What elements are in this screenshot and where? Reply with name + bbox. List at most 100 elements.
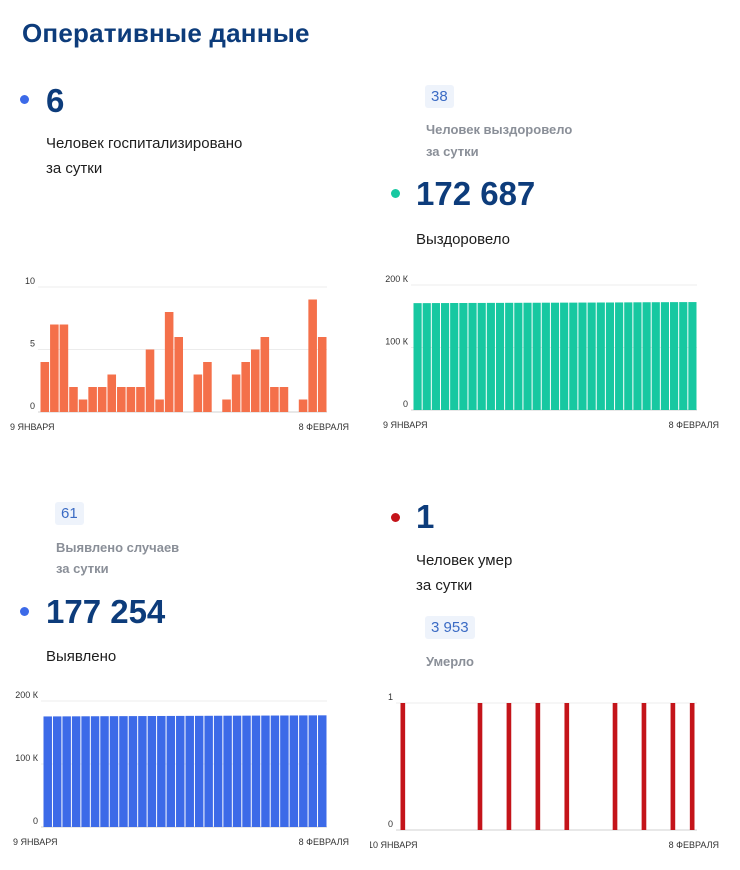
y-tick-label: 5 [30, 339, 35, 349]
x-tick-label: 8 ФЕВРАЛЯ [299, 837, 349, 847]
bar [541, 302, 550, 410]
y-tick-label: 200 К [15, 690, 39, 700]
bar [155, 399, 164, 412]
bar [164, 312, 174, 412]
recovered-daily-label-2: за сутки [426, 144, 479, 159]
hospitalized-label-2: за сутки [46, 160, 103, 177]
bar [126, 387, 136, 412]
bar [450, 303, 459, 410]
hospitalized-value: 6 [46, 82, 65, 119]
bar [147, 716, 157, 827]
bar [660, 302, 670, 410]
bar [569, 302, 578, 410]
bar [43, 716, 52, 827]
bar [308, 299, 317, 412]
bar [279, 387, 289, 412]
x-tick-label: 9 ЯНВАРЯ [10, 422, 55, 432]
bar [642, 302, 651, 410]
bar [308, 715, 318, 827]
bar [71, 716, 81, 827]
bar [260, 337, 270, 412]
cases-dot [20, 607, 29, 616]
cases-daily-label-2: за сутки [56, 561, 109, 576]
hospitalized-chart: 0 5 10 9 ЯНВАРЯ 8 ФЕВРАЛЯ [10, 276, 349, 432]
y-tick-label: 10 [25, 276, 35, 286]
bar [299, 715, 308, 827]
deaths-total-label: Умерло [426, 654, 474, 669]
bar [689, 703, 695, 830]
bar [550, 302, 560, 410]
bar [100, 716, 109, 827]
bar [176, 715, 185, 827]
bar [578, 302, 587, 410]
cases-total: 177 254 [46, 593, 166, 630]
deaths-label-1: Человек умер [416, 552, 513, 569]
bar [587, 302, 596, 410]
recovered-dot [391, 189, 400, 198]
bar [81, 716, 90, 827]
bar [69, 387, 78, 412]
bar [523, 302, 532, 410]
bar [194, 715, 204, 827]
bar [88, 387, 97, 412]
y-tick-label: 0 [403, 399, 408, 409]
bar [90, 716, 100, 827]
bar [138, 716, 147, 827]
bar [440, 303, 450, 410]
bar [505, 302, 514, 410]
deaths-label-2: за сутки [416, 577, 473, 594]
bar [270, 387, 279, 412]
deaths-value: 1 [416, 498, 435, 535]
bar [641, 703, 647, 830]
bar [213, 715, 223, 827]
bar [486, 302, 495, 410]
recovered-daily-badge: 38 [425, 85, 454, 108]
bar [270, 715, 280, 827]
bar [59, 324, 69, 412]
bar [280, 715, 289, 827]
bar [615, 302, 624, 410]
page-title: Оперативные данные [22, 18, 310, 48]
bar [222, 399, 231, 412]
bar [564, 703, 570, 830]
bar [145, 349, 155, 412]
x-tick-label: 9 ЯНВАРЯ [383, 420, 428, 430]
bar [232, 715, 242, 827]
bar [477, 703, 483, 830]
bar [596, 302, 605, 410]
bar [605, 302, 615, 410]
y-tick-label: 0 [388, 819, 393, 829]
bar [97, 387, 107, 412]
bar [128, 716, 138, 827]
bar [136, 387, 145, 412]
bar [317, 337, 327, 412]
deaths-total-badge: 3 953 [425, 616, 475, 639]
cases-daily-label-1: Выявлено случаев [56, 540, 180, 555]
bar [185, 715, 194, 827]
bar [52, 716, 62, 827]
y-tick-label: 0 [30, 401, 35, 411]
x-tick-label: 8 ФЕВРАЛЯ [669, 420, 719, 430]
hospitalized-label-1: Человек госпитализировано [46, 135, 243, 152]
bar [40, 362, 50, 412]
recovered-chart: 0 100 К 200 К 9 ЯНВАРЯ 8 ФЕВРАЛЯ [383, 274, 719, 430]
bar [560, 302, 569, 410]
bar [468, 302, 477, 410]
bar [422, 303, 431, 410]
bar [495, 302, 505, 410]
bar [633, 302, 642, 410]
bar [193, 374, 203, 412]
cases-total-label: Выявлено [46, 648, 117, 665]
bar [107, 374, 117, 412]
bar [241, 362, 250, 412]
bar [50, 324, 59, 412]
bar [612, 703, 618, 830]
recovered-total: 172 687 [416, 175, 536, 212]
bar [688, 302, 697, 410]
bar [506, 703, 512, 830]
y-tick-label: 200 К [385, 274, 409, 284]
bar [204, 715, 213, 827]
bar [166, 715, 176, 827]
bar [251, 715, 261, 827]
bar [535, 703, 541, 830]
